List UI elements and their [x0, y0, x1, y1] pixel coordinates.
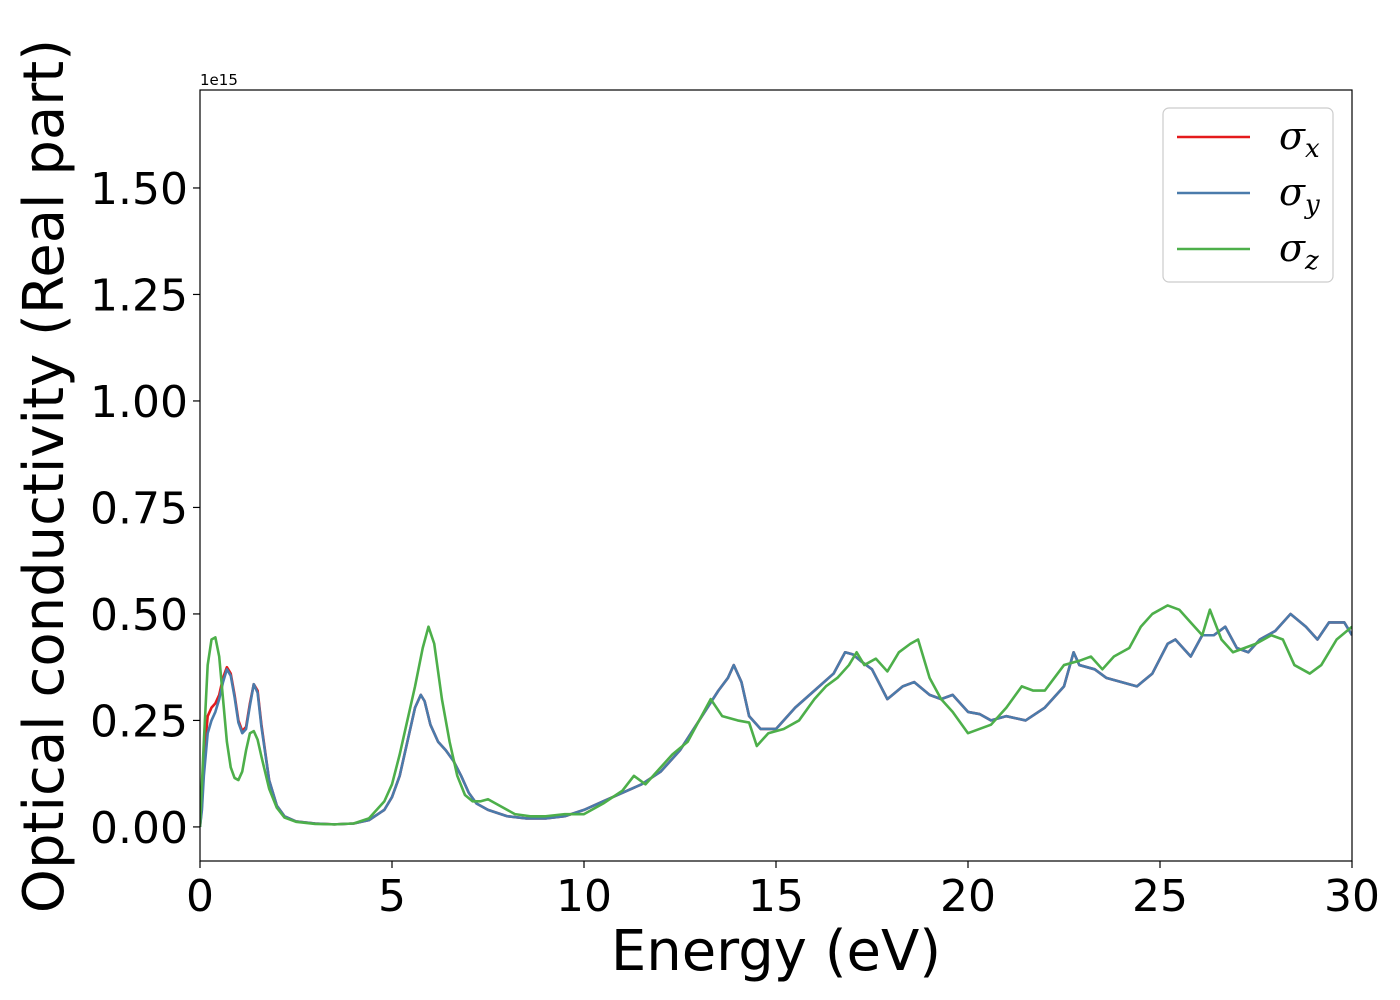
- x-tick-label: 10: [556, 871, 612, 922]
- series-line-y: [200, 612, 1352, 828]
- y-tick-label: 1.25: [90, 270, 188, 321]
- series-line-z: [200, 604, 1352, 827]
- x-tick-label: 20: [940, 871, 996, 922]
- legend: σx σy σz: [1162, 107, 1334, 283]
- x-tick-label: 15: [748, 871, 804, 922]
- x-tick-label: 25: [1132, 871, 1188, 922]
- series-layer: [200, 604, 1352, 828]
- y-offset-label: 1e15: [200, 71, 238, 89]
- y-tick-label: 0.75: [90, 483, 188, 534]
- legend-label-z: σz: [1279, 226, 1319, 276]
- legend-box: [1162, 107, 1334, 283]
- y-tick-label: 1.50: [90, 164, 188, 215]
- y-axis-label: Optical conductivity (Real part): [12, 39, 77, 913]
- y-tick-label: 0.50: [90, 590, 188, 641]
- y-axis: 0.00 0.25 0.50 0.75 1.00 1.25 1.50: [90, 164, 200, 854]
- x-axis-label: Energy (eV): [611, 919, 941, 984]
- x-axis: 0 5 10 15 20 25 30: [186, 861, 1380, 922]
- y-tick-label: 0.00: [90, 803, 188, 854]
- x-tick-label: 5: [378, 871, 406, 922]
- legend-label-x: σx: [1279, 114, 1320, 164]
- x-tick-label: 30: [1324, 871, 1380, 922]
- y-tick-label: 1.00: [90, 377, 188, 428]
- x-tick-label: 0: [186, 871, 214, 922]
- y-tick-label: 0.25: [90, 696, 188, 747]
- legend-label-y: σy: [1279, 170, 1320, 220]
